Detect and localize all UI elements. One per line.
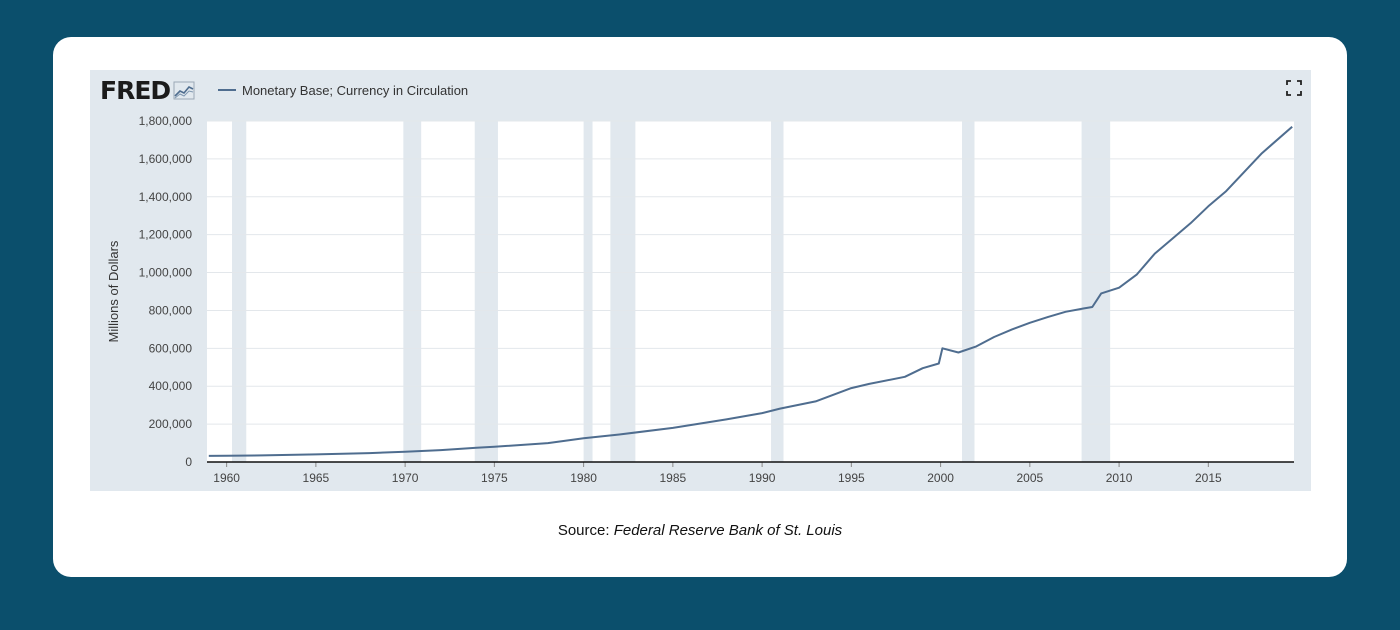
- y-tick-label: 600,000: [149, 341, 193, 355]
- y-tick-label: 1,000,000: [139, 266, 193, 280]
- x-tick-label: 2000: [927, 471, 954, 485]
- x-tick-label: 1995: [838, 471, 865, 485]
- y-tick-label: 200,000: [149, 417, 193, 431]
- source-caption: Source: Federal Reserve Bank of St. Loui…: [0, 522, 1400, 539]
- series-line: [208, 125, 1293, 457]
- y-tick-label: 1,600,000: [139, 152, 193, 166]
- recession-band: [403, 121, 422, 462]
- recession-band: [231, 121, 247, 462]
- x-tick-label: 2005: [1016, 471, 1043, 485]
- x-tick-label: 2010: [1106, 471, 1133, 485]
- x-tick-label: 1985: [660, 471, 687, 485]
- recession-band: [771, 121, 784, 462]
- recession-band: [962, 121, 975, 462]
- x-tick-label: 1960: [213, 471, 240, 485]
- source-prefix: Source:: [557, 522, 614, 539]
- x-tick-label: 1975: [481, 471, 508, 485]
- x-tick-label: 1990: [749, 471, 776, 485]
- x-tick-label: 1970: [392, 471, 419, 485]
- recession-band: [583, 121, 593, 462]
- fullscreen-icon[interactable]: [1286, 80, 1302, 96]
- y-tick-label: 1,400,000: [139, 190, 193, 204]
- fred-chart-icon: [173, 81, 195, 100]
- x-tick-label: 2015: [1195, 471, 1222, 485]
- fred-logo: FRED: [100, 75, 195, 105]
- y-tick-label: 1,200,000: [139, 228, 193, 242]
- recession-band: [610, 121, 636, 462]
- fred-logo-text: FRED: [100, 75, 171, 105]
- y-tick-label: 800,000: [149, 303, 193, 317]
- plot-area: [207, 121, 1294, 462]
- x-tick-label: 1980: [570, 471, 597, 485]
- chart-legend: Monetary Base; Currency in Circulation: [218, 80, 468, 100]
- legend-series-name: Monetary Base; Currency in Circulation: [242, 82, 469, 98]
- y-axis-label: Millions of Dollars: [106, 240, 121, 342]
- legend-line-swatch: [218, 89, 236, 91]
- x-tick-label: 1965: [303, 471, 330, 485]
- y-tick-label: 0: [185, 455, 192, 469]
- recession-band: [474, 121, 498, 462]
- y-tick-label: 400,000: [149, 379, 193, 393]
- source-name: Federal Reserve Bank of St. Louis: [613, 522, 843, 539]
- y-tick-label: 1,800,000: [139, 114, 193, 128]
